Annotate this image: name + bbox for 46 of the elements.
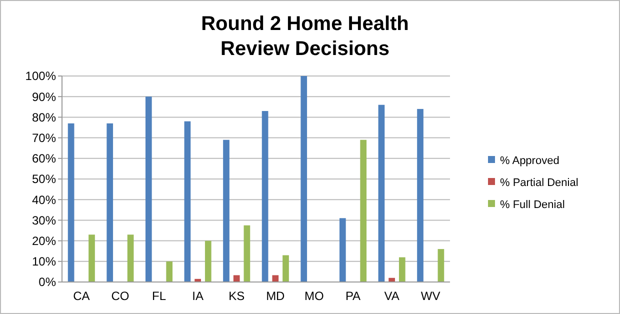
y-tick-label: 60% <box>32 152 56 166</box>
bar <box>88 234 95 282</box>
bar <box>272 275 279 282</box>
chart-title: Round 2 Home Health Review Decisions <box>201 13 409 60</box>
bar <box>68 123 74 282</box>
y-tick-label: 0% <box>38 275 56 290</box>
legend-label: % Partial Denial <box>500 176 578 189</box>
x-tick-label: IA <box>192 289 204 303</box>
bar <box>417 108 424 282</box>
x-tick-label: FL <box>152 289 166 303</box>
y-tick-label: 100% <box>25 69 56 84</box>
bar <box>282 255 289 282</box>
bar <box>127 234 134 282</box>
y-tick-label: 30% <box>32 213 56 228</box>
legend-label: % Approved <box>500 154 560 167</box>
bar <box>300 76 308 282</box>
x-tick-label: PA <box>345 289 361 303</box>
y-tick-label: 70% <box>32 131 56 145</box>
legend-label: % Full Denial <box>500 198 565 211</box>
bar <box>244 225 250 282</box>
bar <box>204 240 212 282</box>
y-tick-label: 90% <box>32 90 56 104</box>
y-tick-label: 40% <box>32 192 56 207</box>
bar <box>262 111 268 282</box>
bar <box>378 104 385 282</box>
bar <box>145 96 152 282</box>
bar <box>398 257 406 282</box>
x-tick-label: CA <box>73 289 90 303</box>
bar <box>184 121 191 282</box>
x-tick-label: MO <box>304 289 324 303</box>
bar <box>438 249 444 282</box>
x-tick-label: KS <box>228 289 245 303</box>
y-tick-label: 10% <box>32 254 56 269</box>
bar <box>223 140 230 282</box>
bar <box>166 261 173 282</box>
x-tick-label: MD <box>266 289 286 303</box>
x-tick-label: VA <box>384 289 400 303</box>
y-tick-label: 50% <box>32 172 56 186</box>
y-tick-label: 20% <box>32 234 56 248</box>
bar <box>233 275 240 282</box>
bar <box>360 140 367 282</box>
y-tick-label: 80% <box>32 110 56 124</box>
bar <box>339 218 346 282</box>
bar <box>106 123 114 282</box>
x-tick-label: CO <box>111 289 130 303</box>
x-tick-label: WV <box>420 289 440 303</box>
